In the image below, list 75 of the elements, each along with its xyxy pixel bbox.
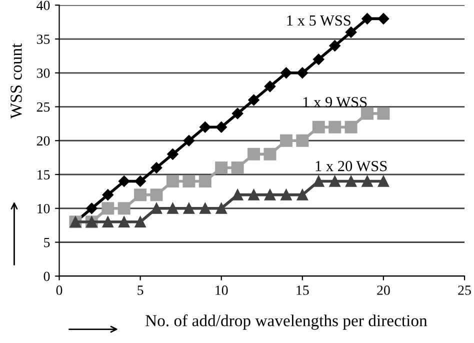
x-tick-label: 0 <box>56 286 62 295</box>
x-tick-label: 5 <box>138 286 144 295</box>
point <box>362 13 373 24</box>
series-label: 1 x 5 WSS <box>287 15 350 26</box>
x-tick-label: 10 <box>216 286 228 295</box>
point <box>150 202 162 214</box>
y-tick-label: 10 <box>38 204 50 214</box>
point <box>182 175 196 188</box>
series-label: 1 x 9 WSS <box>303 97 367 108</box>
point <box>183 202 194 214</box>
point <box>328 120 342 134</box>
point <box>377 107 390 120</box>
point <box>264 80 276 92</box>
point <box>118 202 130 215</box>
point <box>280 189 292 200</box>
x-axis-title: No. of add/drop wavelengths per direction <box>146 314 428 330</box>
point <box>264 148 276 160</box>
y-tick-label: 30 <box>36 68 50 78</box>
point <box>231 161 244 174</box>
point <box>167 148 178 160</box>
y-tick-label: 5 <box>44 238 50 248</box>
point <box>134 216 146 228</box>
point <box>329 176 340 187</box>
point <box>102 189 114 200</box>
point <box>200 202 211 214</box>
point <box>215 161 228 174</box>
point <box>344 120 358 134</box>
point <box>264 189 276 200</box>
series-label: 1 x 20 WSS <box>316 160 387 172</box>
point <box>345 26 357 38</box>
point <box>198 175 212 188</box>
point <box>378 13 390 24</box>
point <box>86 202 98 214</box>
point <box>102 202 114 215</box>
point <box>232 189 244 200</box>
point <box>280 134 292 147</box>
x-tick-label: 25 <box>458 286 471 295</box>
point <box>345 176 357 187</box>
point <box>150 162 162 174</box>
point <box>296 67 308 78</box>
point <box>296 189 308 200</box>
point <box>134 176 146 187</box>
point <box>102 216 114 228</box>
point <box>361 107 374 120</box>
point <box>200 121 211 133</box>
point <box>150 188 163 202</box>
y-axis-title: WSS count <box>10 43 22 119</box>
point <box>183 135 195 146</box>
point <box>167 202 178 214</box>
y-tick-label: 40 <box>36 0 50 10</box>
point <box>134 188 147 202</box>
point <box>312 120 325 134</box>
point <box>313 176 324 187</box>
point <box>216 202 227 214</box>
y-tick-label: 25 <box>36 102 50 112</box>
point <box>118 216 130 228</box>
y-tick-label: 15 <box>38 170 50 180</box>
point <box>280 67 292 78</box>
x-tick-label: 15 <box>296 286 309 295</box>
point <box>118 176 130 187</box>
x-tick-label: 20 <box>377 286 390 295</box>
point <box>378 176 390 187</box>
point <box>329 40 340 52</box>
point <box>248 148 260 160</box>
point <box>362 176 373 187</box>
point <box>296 134 309 147</box>
point <box>166 175 179 188</box>
y-tick-label: 20 <box>36 136 50 146</box>
point <box>313 54 324 65</box>
point <box>216 121 227 133</box>
point <box>248 189 260 200</box>
y-tick-label: 0 <box>44 272 50 282</box>
y-tick-label: 35 <box>36 34 50 44</box>
point <box>248 94 260 106</box>
point <box>232 108 244 120</box>
